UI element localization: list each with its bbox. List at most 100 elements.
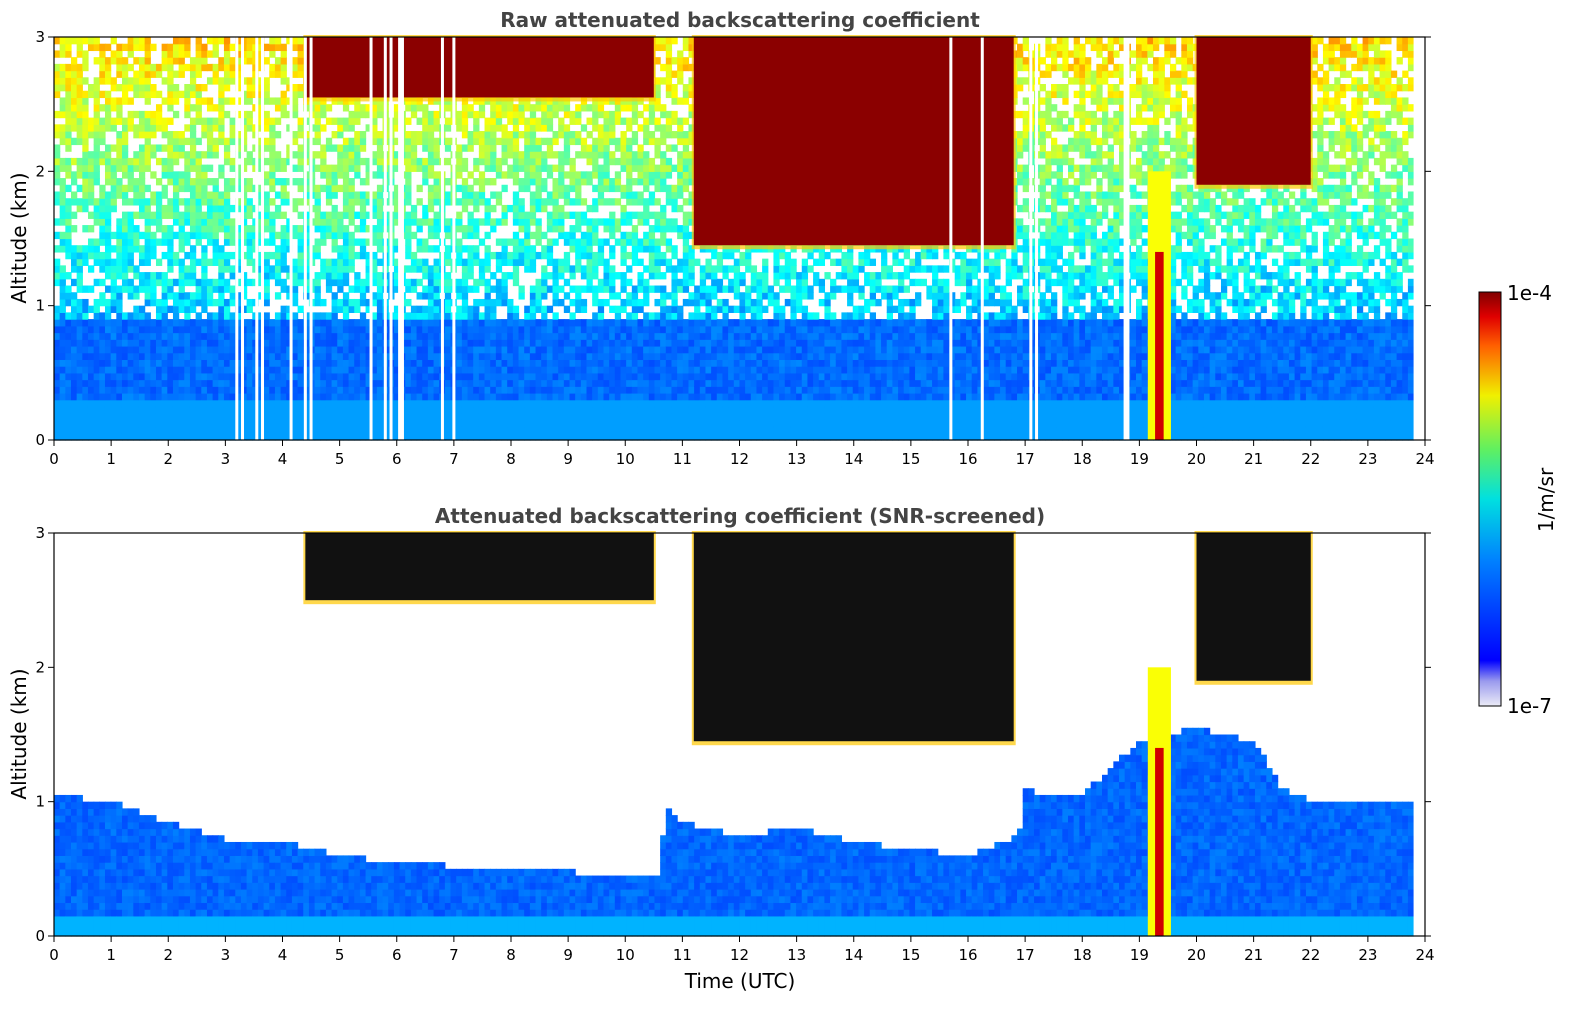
heatmap-cell xyxy=(172,198,180,206)
heatmap-cell xyxy=(631,131,639,139)
heatmap-cell xyxy=(172,97,180,105)
heatmap-cell xyxy=(371,352,378,360)
heatmap-cell xyxy=(178,225,185,233)
heatmap-cell xyxy=(116,312,123,320)
heatmap-cell xyxy=(280,332,287,340)
heatmap-cell xyxy=(563,231,571,240)
heatmap-cell xyxy=(70,157,78,166)
heatmap-cell xyxy=(575,251,582,260)
heatmap-cell xyxy=(172,171,180,179)
heatmap-cell xyxy=(614,379,622,387)
heatmap-cell xyxy=(223,225,231,233)
heatmap-cell xyxy=(563,325,571,334)
heatmap-cell xyxy=(410,110,418,119)
heatmap-cell xyxy=(201,292,208,300)
heatmap-cell xyxy=(314,419,321,428)
heatmap-cell xyxy=(535,218,542,226)
heatmap-cell xyxy=(637,319,644,327)
heatmap-cell xyxy=(529,251,537,260)
heatmap-cell xyxy=(161,131,168,139)
heatmap-cell xyxy=(456,372,463,381)
heatmap-cell xyxy=(178,325,185,334)
heatmap-cell xyxy=(178,151,185,159)
heatmap-cell xyxy=(427,245,435,253)
heatmap-cell xyxy=(529,198,537,206)
heatmap-cell xyxy=(331,399,338,408)
heatmap-cell xyxy=(280,312,287,320)
heatmap-cell xyxy=(552,399,559,408)
heatmap-cell xyxy=(99,319,106,327)
heatmap-cell xyxy=(121,319,129,327)
heatmap-cell xyxy=(433,285,440,293)
heatmap-cell xyxy=(467,144,474,152)
heatmap-cell xyxy=(490,312,497,320)
heatmap-cell xyxy=(348,433,355,441)
heatmap-cell xyxy=(507,110,514,119)
heatmap-cell xyxy=(637,110,644,119)
heatmap-cell xyxy=(99,413,106,421)
heatmap-cell xyxy=(297,238,304,246)
heatmap-cell xyxy=(212,63,219,72)
heatmap-cell xyxy=(54,265,61,273)
heatmap-cell xyxy=(609,124,616,132)
heatmap-cell xyxy=(263,84,270,92)
heatmap-cell xyxy=(535,305,542,313)
heatmap-cell xyxy=(274,157,282,166)
heatmap-cell xyxy=(586,157,593,166)
heatmap-cell xyxy=(422,265,429,273)
heatmap-cell xyxy=(206,37,214,45)
heatmap-cell xyxy=(603,218,610,226)
heatmap-cell xyxy=(87,359,95,367)
heatmap-cell xyxy=(87,399,95,408)
heatmap-cell xyxy=(535,332,542,340)
heatmap-cell xyxy=(178,352,185,360)
heatmap-cell xyxy=(569,332,576,340)
heatmap-cell xyxy=(291,386,299,394)
heatmap-cell xyxy=(529,339,537,347)
heatmap-cell xyxy=(195,238,202,246)
heatmap-cell xyxy=(631,191,639,199)
heatmap-cell xyxy=(614,433,622,441)
heatmap-cell xyxy=(246,84,253,92)
heatmap-cell xyxy=(626,292,633,300)
heatmap-cell xyxy=(603,352,610,360)
heatmap-cell xyxy=(195,171,202,179)
heatmap-cell xyxy=(223,359,231,367)
heatmap-cell xyxy=(70,366,78,374)
heatmap-cell xyxy=(206,218,214,226)
heatmap-cell xyxy=(138,352,146,360)
heatmap-cell xyxy=(444,245,452,253)
heatmap-cell xyxy=(484,144,491,152)
heatmap-cell xyxy=(501,258,508,266)
heatmap-cell xyxy=(280,157,287,166)
heatmap-cell xyxy=(507,433,514,441)
heatmap-cell xyxy=(342,312,350,320)
heatmap-cell xyxy=(263,379,270,387)
heatmap-cell xyxy=(541,292,548,300)
heatmap-cell xyxy=(240,157,248,166)
heatmap-cell xyxy=(558,372,565,381)
heatmap-cell xyxy=(359,319,367,327)
heatmap-cell xyxy=(172,339,180,347)
heatmap-cell xyxy=(59,178,66,186)
heatmap-cell xyxy=(235,426,242,434)
heatmap-cell xyxy=(473,231,480,240)
heatmap-cell xyxy=(121,90,129,99)
heatmap-cell xyxy=(93,298,100,307)
heatmap-cell xyxy=(422,339,429,347)
heatmap-cell xyxy=(586,251,593,260)
heatmap-cell xyxy=(65,218,72,226)
heatmap-cell xyxy=(461,366,469,374)
heatmap-cell xyxy=(535,399,542,408)
heatmap-cell xyxy=(65,366,72,374)
heatmap-cell xyxy=(178,57,185,65)
heatmap-cell xyxy=(507,171,514,179)
heatmap-cell xyxy=(246,124,253,132)
heatmap-cell xyxy=(178,171,185,179)
heatmap-cell xyxy=(416,433,423,441)
heatmap-cell xyxy=(223,332,231,340)
heatmap-cell xyxy=(371,399,378,408)
heatmap-cell xyxy=(626,366,633,374)
heatmap-cell xyxy=(286,386,293,394)
heatmap-cell xyxy=(586,151,593,159)
